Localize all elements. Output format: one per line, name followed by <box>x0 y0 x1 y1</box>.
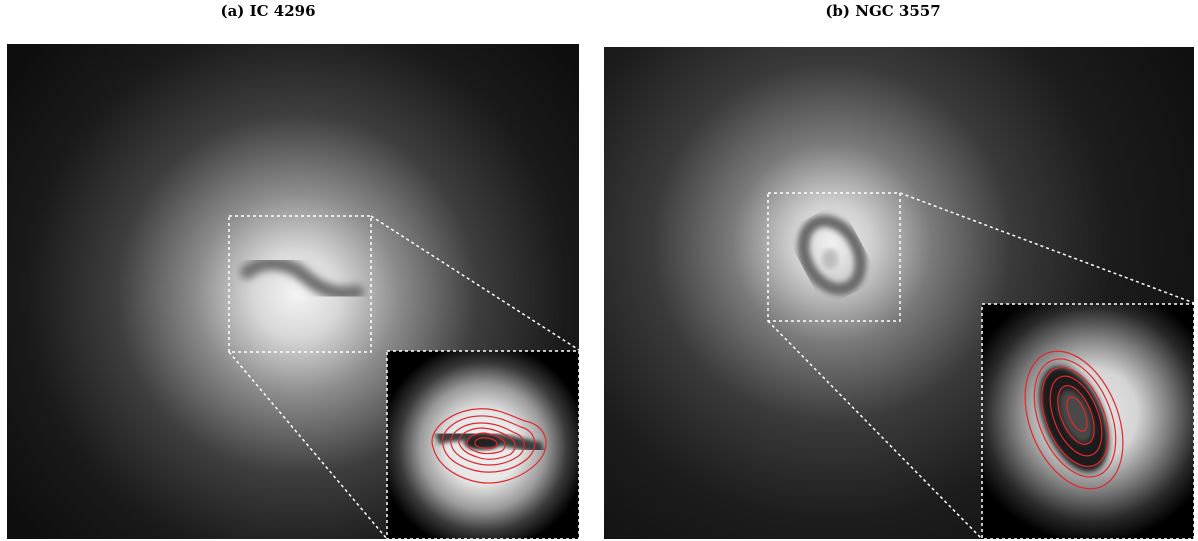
zoom-region-box <box>228 215 372 353</box>
panel-a-caption: (a) IC 4296 <box>220 2 316 20</box>
panel-a-image <box>7 44 579 539</box>
zoom-connector-line <box>767 320 983 539</box>
zoom-region-box <box>767 192 901 322</box>
contour-lines <box>1024 350 1124 490</box>
zoom-connector-line <box>899 192 1194 304</box>
zoom-inset <box>386 350 579 539</box>
zoom-connector-line <box>370 215 579 351</box>
contour-lines <box>431 408 547 484</box>
panel-b-caption: (b) NGC 3557 <box>825 2 941 20</box>
zoom-inset <box>981 303 1194 539</box>
zoom-connector-line <box>228 351 388 539</box>
panel-b-image <box>604 47 1194 539</box>
